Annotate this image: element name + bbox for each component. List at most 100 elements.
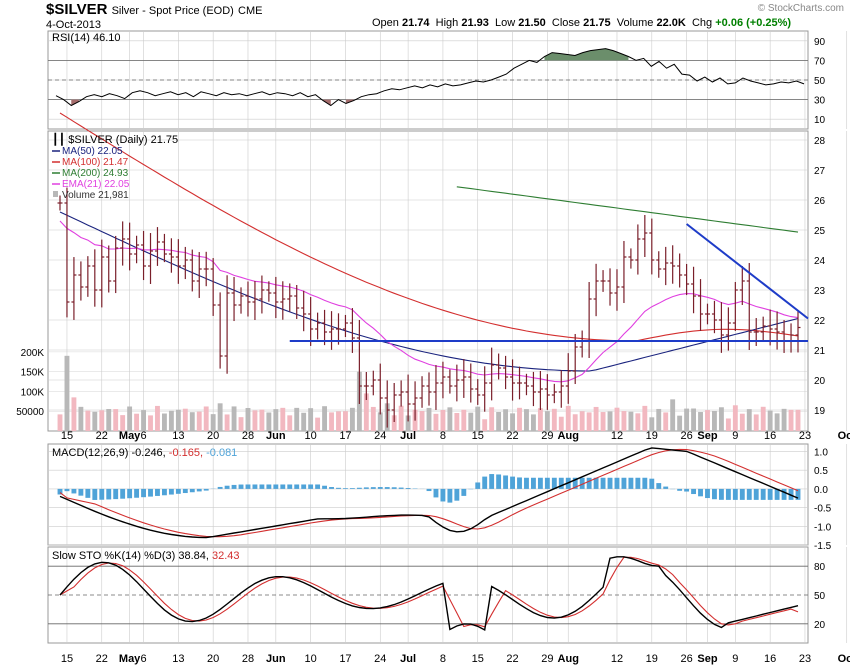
sto-tick-0: 20 (814, 620, 826, 631)
volume-bar-68 (530, 414, 536, 431)
rsi-tick-0: 10 (814, 115, 826, 126)
volume-bar-3 (78, 406, 84, 431)
volume-bar-82 (628, 411, 634, 431)
macd-hist-bar-11 (134, 488, 140, 498)
volume-bar-59 (468, 412, 474, 431)
volume-bar-48 (391, 415, 397, 431)
volume-bar-88 (670, 399, 676, 431)
volume-bar-70 (544, 411, 550, 431)
volume-bar-54 (433, 413, 439, 431)
macd-tick-1: -1.0 (814, 522, 832, 533)
ma50-line (59, 211, 799, 372)
macd-hist-bar-2 (71, 488, 77, 494)
price-tick-6: 25 (814, 226, 826, 237)
volume-bar-52 (419, 410, 425, 431)
volume-bar-44 (363, 393, 369, 431)
ma200-line (456, 186, 799, 233)
macd-hist-bar-70 (544, 477, 550, 489)
x-label-0-1: 22 (96, 430, 108, 442)
volume-bar-92 (698, 412, 703, 431)
macd-legend: MACD(12,26,9) -0.246, -0.165, -0.081 (52, 447, 237, 459)
change-label: Chg (691, 17, 713, 29)
volume-bar-10 (127, 406, 133, 431)
macd-hist-bar-82 (628, 477, 634, 489)
macd-hist-bar-96 (725, 488, 731, 500)
macd-hist-bar-21 (203, 488, 209, 491)
macd-hist-bar-75 (579, 477, 585, 489)
macd-hist-bar-24 (224, 485, 230, 489)
macd-hist-bar-5 (92, 488, 98, 500)
x-label-0-11: Jul (400, 430, 416, 442)
volume-bar-8 (113, 409, 119, 431)
x-label-0-20: Sep (697, 430, 717, 442)
price-legend-series-3: EMA(21) 22.05 (62, 179, 130, 190)
x-label-1-2: May (119, 653, 141, 665)
volume-bar-24 (224, 414, 230, 431)
price-tick-7: 26 (814, 196, 826, 207)
x-label-1-20: Sep (697, 653, 717, 665)
macd-hist-bar-94 (712, 488, 717, 500)
macd-hist-bar-74 (572, 477, 578, 489)
volume-bar-58 (461, 409, 467, 431)
macd-hist-bar-86 (656, 483, 662, 489)
volume-bar-106 (795, 409, 801, 431)
macd-hist-bar-36 (308, 484, 314, 489)
x-label-1-19: 26 (680, 653, 692, 665)
rsi-line (55, 48, 805, 107)
rsi-tick-1: 30 (814, 96, 826, 107)
macd-hist-bar-15 (161, 488, 167, 496)
brand-watermark: © StockCharts.com (757, 3, 844, 14)
macd-legend-part-0: MACD(12,26,9) (52, 447, 131, 459)
rsi-tick-2: 50 (814, 76, 826, 87)
x-label-0-4: 13 (172, 430, 184, 442)
volume-bar-83 (635, 413, 641, 431)
sto-legend-part-2: 32.43 (212, 550, 240, 562)
volume-bar-33 (287, 415, 293, 431)
macd-hist-bar-25 (231, 484, 237, 489)
macd-line (59, 447, 799, 539)
macd-hist-bar-56 (447, 488, 453, 503)
volume-bar-19 (189, 412, 195, 431)
macd-hist-bar-90 (684, 488, 690, 492)
x-label-0-6: 28 (242, 430, 254, 442)
x-label-0-3: 6 (140, 430, 146, 442)
macd-hist-bar-80 (614, 477, 620, 489)
macd-legend-part-1: -0.246, (131, 447, 168, 459)
macd-hist-bar-23 (217, 486, 223, 489)
macd-hist-bar-83 (635, 477, 641, 489)
macd-hist-bar-13 (148, 488, 153, 497)
volume-bar-101 (760, 406, 766, 431)
x-label-1-11: Jul (400, 653, 416, 665)
volume-bar-62 (489, 407, 495, 431)
macd-hist-bar-95 (718, 488, 724, 500)
volume-bar-42 (349, 407, 355, 431)
volume-bar-89 (677, 415, 683, 431)
high-value: 21.93 (461, 17, 489, 29)
open-label: Open (372, 17, 399, 29)
macd-hist-bar-72 (558, 477, 564, 489)
macd-hist-bar-18 (182, 488, 188, 494)
volume-bar-64 (503, 409, 509, 431)
macd-hist-bar-93 (705, 488, 710, 499)
volume-bar-80 (614, 407, 620, 431)
volume-tick-3: 50000 (16, 407, 44, 418)
exchange: CME (238, 5, 263, 17)
volume-bar-37 (315, 417, 321, 431)
macd-hist-bar-68 (530, 477, 536, 489)
rsi-tick-3: 70 (814, 56, 826, 67)
macd-hist-bar-43 (356, 487, 362, 489)
macd-hist-bar-66 (517, 477, 522, 489)
volume-bar-85 (649, 417, 655, 431)
volume-value: 22.0K (656, 17, 686, 29)
volume-bar-13 (148, 415, 153, 431)
x-label-0-23: 23 (799, 430, 811, 442)
macd-hist-bar-62 (489, 474, 495, 489)
macd-hist-bar-58 (461, 488, 467, 496)
volume-bar-72 (558, 416, 564, 431)
volume-bar-9 (120, 415, 126, 431)
macd-hist-bar-47 (384, 487, 390, 489)
macd-tick-4: 0.5 (814, 466, 828, 477)
macd-hist-bar-78 (600, 477, 606, 489)
macd-tick-3: 0.0 (814, 485, 828, 496)
volume-bar-66 (517, 407, 522, 431)
